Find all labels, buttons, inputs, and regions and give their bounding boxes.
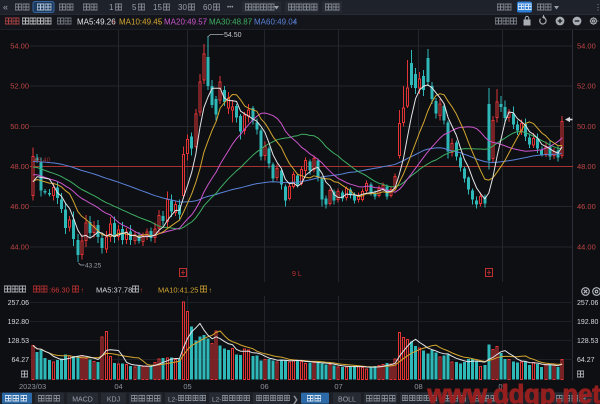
svg-text:46.00: 46.00 (577, 202, 596, 211)
svg-text:MA30:48.87: MA30:48.87 (209, 18, 253, 27)
svg-text:15: 15 (153, 3, 162, 12)
svg-text:MA5:49.26: MA5:49.26 (77, 18, 116, 27)
svg-text:257.06: 257.06 (8, 300, 30, 307)
svg-text:08: 08 (414, 382, 422, 391)
svg-text:MA10:41.25: MA10:41.25 (158, 286, 198, 295)
svg-text:44.00: 44.00 (10, 242, 29, 251)
svg-text:54.00: 54.00 (10, 41, 29, 50)
svg-text:2023/03: 2023/03 (19, 382, 46, 391)
svg-text:MA10:49.45: MA10:49.45 (119, 18, 163, 27)
svg-text:48.00: 48.00 (577, 162, 596, 171)
svg-text:192.80: 192.80 (8, 319, 30, 326)
svg-text:128.53: 128.53 (577, 338, 599, 345)
svg-text:L2-: L2- (168, 397, 177, 404)
svg-text:↑: ↑ (158, 20, 162, 27)
svg-text:L2-: L2- (212, 397, 221, 404)
svg-text:MA20:49.57: MA20:49.57 (164, 18, 208, 27)
svg-text::66.30: :66.30 (49, 286, 70, 295)
svg-text:04: 04 (114, 382, 122, 391)
svg-text:64.27: 64.27 (577, 357, 595, 364)
svg-text:30: 30 (178, 3, 187, 12)
svg-text:44.00: 44.00 (577, 242, 596, 251)
svg-text:50.00: 50.00 (10, 122, 29, 131)
svg-text:50.00: 50.00 (577, 122, 596, 131)
svg-text:↑: ↑ (248, 20, 252, 27)
svg-text:❯: ❯ (292, 395, 299, 404)
svg-text:07: 07 (334, 382, 342, 391)
svg-text:5: 5 (132, 3, 137, 12)
svg-text:BOLL: BOLL (338, 397, 356, 404)
svg-text:48.40: 48.40 (34, 157, 51, 164)
svg-text:↑: ↑ (81, 288, 85, 295)
svg-text:www.ddgp.net: www.ddgp.net (427, 381, 600, 404)
svg-text:46.00: 46.00 (10, 202, 29, 211)
svg-text:64.27: 64.27 (11, 357, 29, 364)
svg-text:MACD: MACD (72, 397, 93, 404)
svg-text:↑: ↑ (140, 288, 144, 295)
svg-text:KDJ: KDJ (107, 397, 120, 404)
svg-text:43.25: 43.25 (85, 263, 102, 270)
svg-text:192.80: 192.80 (577, 319, 599, 326)
svg-text:❯: ❯ (503, 395, 510, 404)
svg-text:48.00: 48.00 (10, 162, 29, 171)
svg-text:257.06: 257.06 (577, 300, 599, 307)
svg-text:52.00: 52.00 (577, 82, 596, 91)
svg-text:↑: ↑ (209, 288, 213, 295)
svg-text:1: 1 (109, 3, 114, 12)
svg-text:⋮: ⋮ (594, 3, 600, 12)
svg-text:52.00: 52.00 (10, 82, 29, 91)
svg-text:MA5:37.78: MA5:37.78 (96, 286, 132, 295)
svg-text:60: 60 (203, 3, 212, 12)
svg-text:9 L: 9 L (292, 271, 302, 278)
svg-text:128.53: 128.53 (8, 338, 30, 345)
svg-text:54.50: 54.50 (224, 32, 242, 39)
svg-text:•••: ••• (227, 5, 233, 11)
svg-text:05: 05 (183, 382, 191, 391)
svg-text:54.00: 54.00 (577, 41, 596, 50)
svg-text:↑: ↑ (203, 20, 207, 27)
svg-text:«: « (3, 2, 8, 12)
svg-text:MA60:49.04: MA60:49.04 (254, 18, 298, 27)
svg-text:09: 09 (498, 382, 506, 391)
svg-text:06: 06 (260, 382, 268, 391)
svg-text:↑: ↑ (112, 20, 116, 27)
svg-text:↑: ↑ (293, 20, 297, 27)
